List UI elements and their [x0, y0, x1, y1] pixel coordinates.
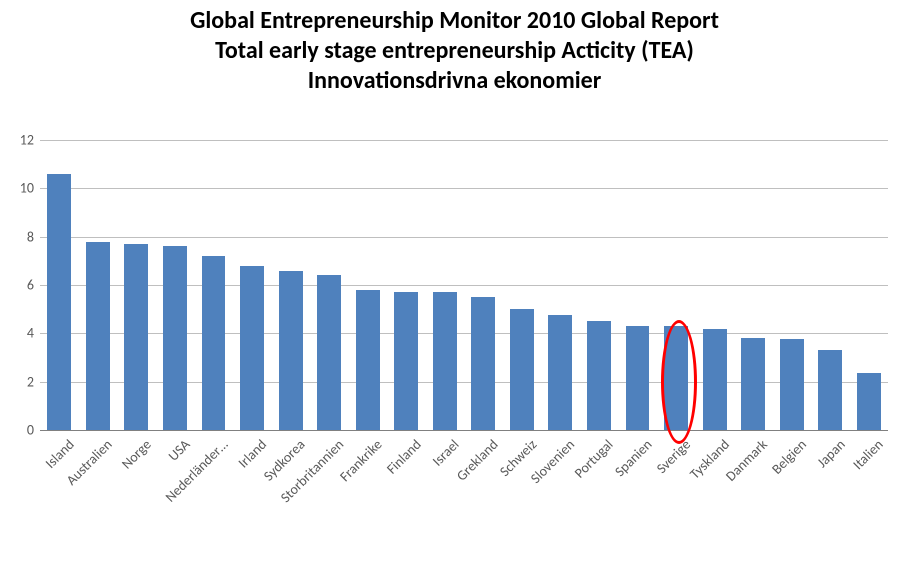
- y-tick-label: 12: [20, 132, 34, 149]
- bar: [548, 315, 572, 430]
- chart-title-line-3: Innovationsdrivna ekonomier: [40, 66, 869, 96]
- bar-column: [503, 140, 542, 430]
- x-label-column: Island: [40, 436, 79, 556]
- bar: [587, 321, 611, 430]
- bar: [433, 292, 457, 430]
- bar: [818, 350, 842, 430]
- gridline: [40, 430, 888, 431]
- bar-column: [657, 140, 696, 430]
- bar-column: [271, 140, 310, 430]
- bar: [356, 290, 380, 430]
- bar: [279, 271, 303, 431]
- x-tick-label: Norge: [118, 436, 154, 472]
- x-axis-labels: IslandAustralienNorge USANederländer…Irla…: [40, 436, 888, 556]
- bar: [780, 339, 804, 430]
- bar-column: [310, 140, 349, 430]
- chart-title-line-1: Global Entrepreneurship Monitor 2010 Glo…: [40, 6, 869, 36]
- bar-column: [618, 140, 657, 430]
- bar-column: [464, 140, 503, 430]
- bar-column: [734, 140, 773, 430]
- bar: [626, 326, 650, 430]
- y-tick-label: 4: [27, 325, 34, 342]
- bar-column: [194, 140, 233, 430]
- y-tick-label: 0: [27, 422, 34, 439]
- x-tick-label: Japan: [813, 436, 848, 471]
- x-tick-label: Spanien: [611, 436, 655, 480]
- bar: [857, 373, 881, 430]
- y-tick-label: 2: [27, 373, 34, 390]
- y-tick-label: 10: [20, 180, 34, 197]
- x-label-column: Irland: [233, 436, 272, 556]
- x-label-column: Nederländer…: [194, 436, 233, 556]
- bar-column: [849, 140, 888, 430]
- bar-column: [117, 140, 156, 430]
- bar-column: [425, 140, 464, 430]
- x-tick-label: Italien: [850, 436, 887, 473]
- bar: [703, 329, 727, 431]
- bar-column: [541, 140, 580, 430]
- bar: [510, 309, 534, 430]
- x-label-column: Israel: [425, 436, 464, 556]
- x-label-column: Italien: [849, 436, 888, 556]
- bar: [664, 326, 688, 430]
- chart-title: Global Entrepreneurship Monitor 2010 Glo…: [40, 6, 869, 96]
- x-tick-label: USA: [164, 436, 193, 465]
- bar-column: [79, 140, 118, 430]
- bar-column: [811, 140, 850, 430]
- x-label-column: Danmark: [734, 436, 773, 556]
- x-label-column: Schweiz: [503, 436, 542, 556]
- x-label-column: Australien: [79, 436, 118, 556]
- bar: [163, 246, 187, 430]
- bar: [124, 244, 148, 430]
- x-label-column: Japan: [811, 436, 850, 556]
- bar: [394, 292, 418, 430]
- bar-column: [156, 140, 195, 430]
- bars-container: [40, 140, 888, 430]
- x-tick-label: Belgien: [768, 436, 810, 478]
- x-label-column: Portugal: [580, 436, 619, 556]
- x-label-column: Storbritannien: [310, 436, 349, 556]
- bar-column: [387, 140, 426, 430]
- x-label-column: Norge: [117, 436, 156, 556]
- x-tick-label: Israel: [429, 436, 463, 470]
- bar: [86, 242, 110, 431]
- x-label-column: Finland: [387, 436, 426, 556]
- x-label-column: Slovenien: [541, 436, 580, 556]
- bar-column: [695, 140, 734, 430]
- bar-column: [348, 140, 387, 430]
- x-label-column: Frankrike: [348, 436, 387, 556]
- x-tick-label: Finland: [383, 436, 424, 477]
- chart-root: { "chart": { "type": "bar", "title_lines…: [0, 0, 909, 561]
- plot-area: 024681012: [40, 140, 888, 430]
- bar: [47, 174, 71, 430]
- bar-column: [233, 140, 272, 430]
- x-label-column: Sverige: [657, 436, 696, 556]
- x-label-column: Grekland: [464, 436, 503, 556]
- bar-column: [772, 140, 811, 430]
- bar: [240, 266, 264, 430]
- bar: [317, 275, 341, 430]
- y-tick-label: 8: [27, 228, 34, 245]
- bar-column: [580, 140, 619, 430]
- bar: [741, 338, 765, 430]
- x-label-column: Tyskland: [695, 436, 734, 556]
- x-label-column: Belgien: [772, 436, 811, 556]
- bar: [471, 297, 495, 430]
- bar-column: [40, 140, 79, 430]
- chart-title-line-2: Total early stage entrepreneurship Actic…: [40, 36, 869, 66]
- y-tick-label: 6: [27, 277, 34, 294]
- bar: [202, 256, 226, 430]
- x-label-column: Spanien: [618, 436, 657, 556]
